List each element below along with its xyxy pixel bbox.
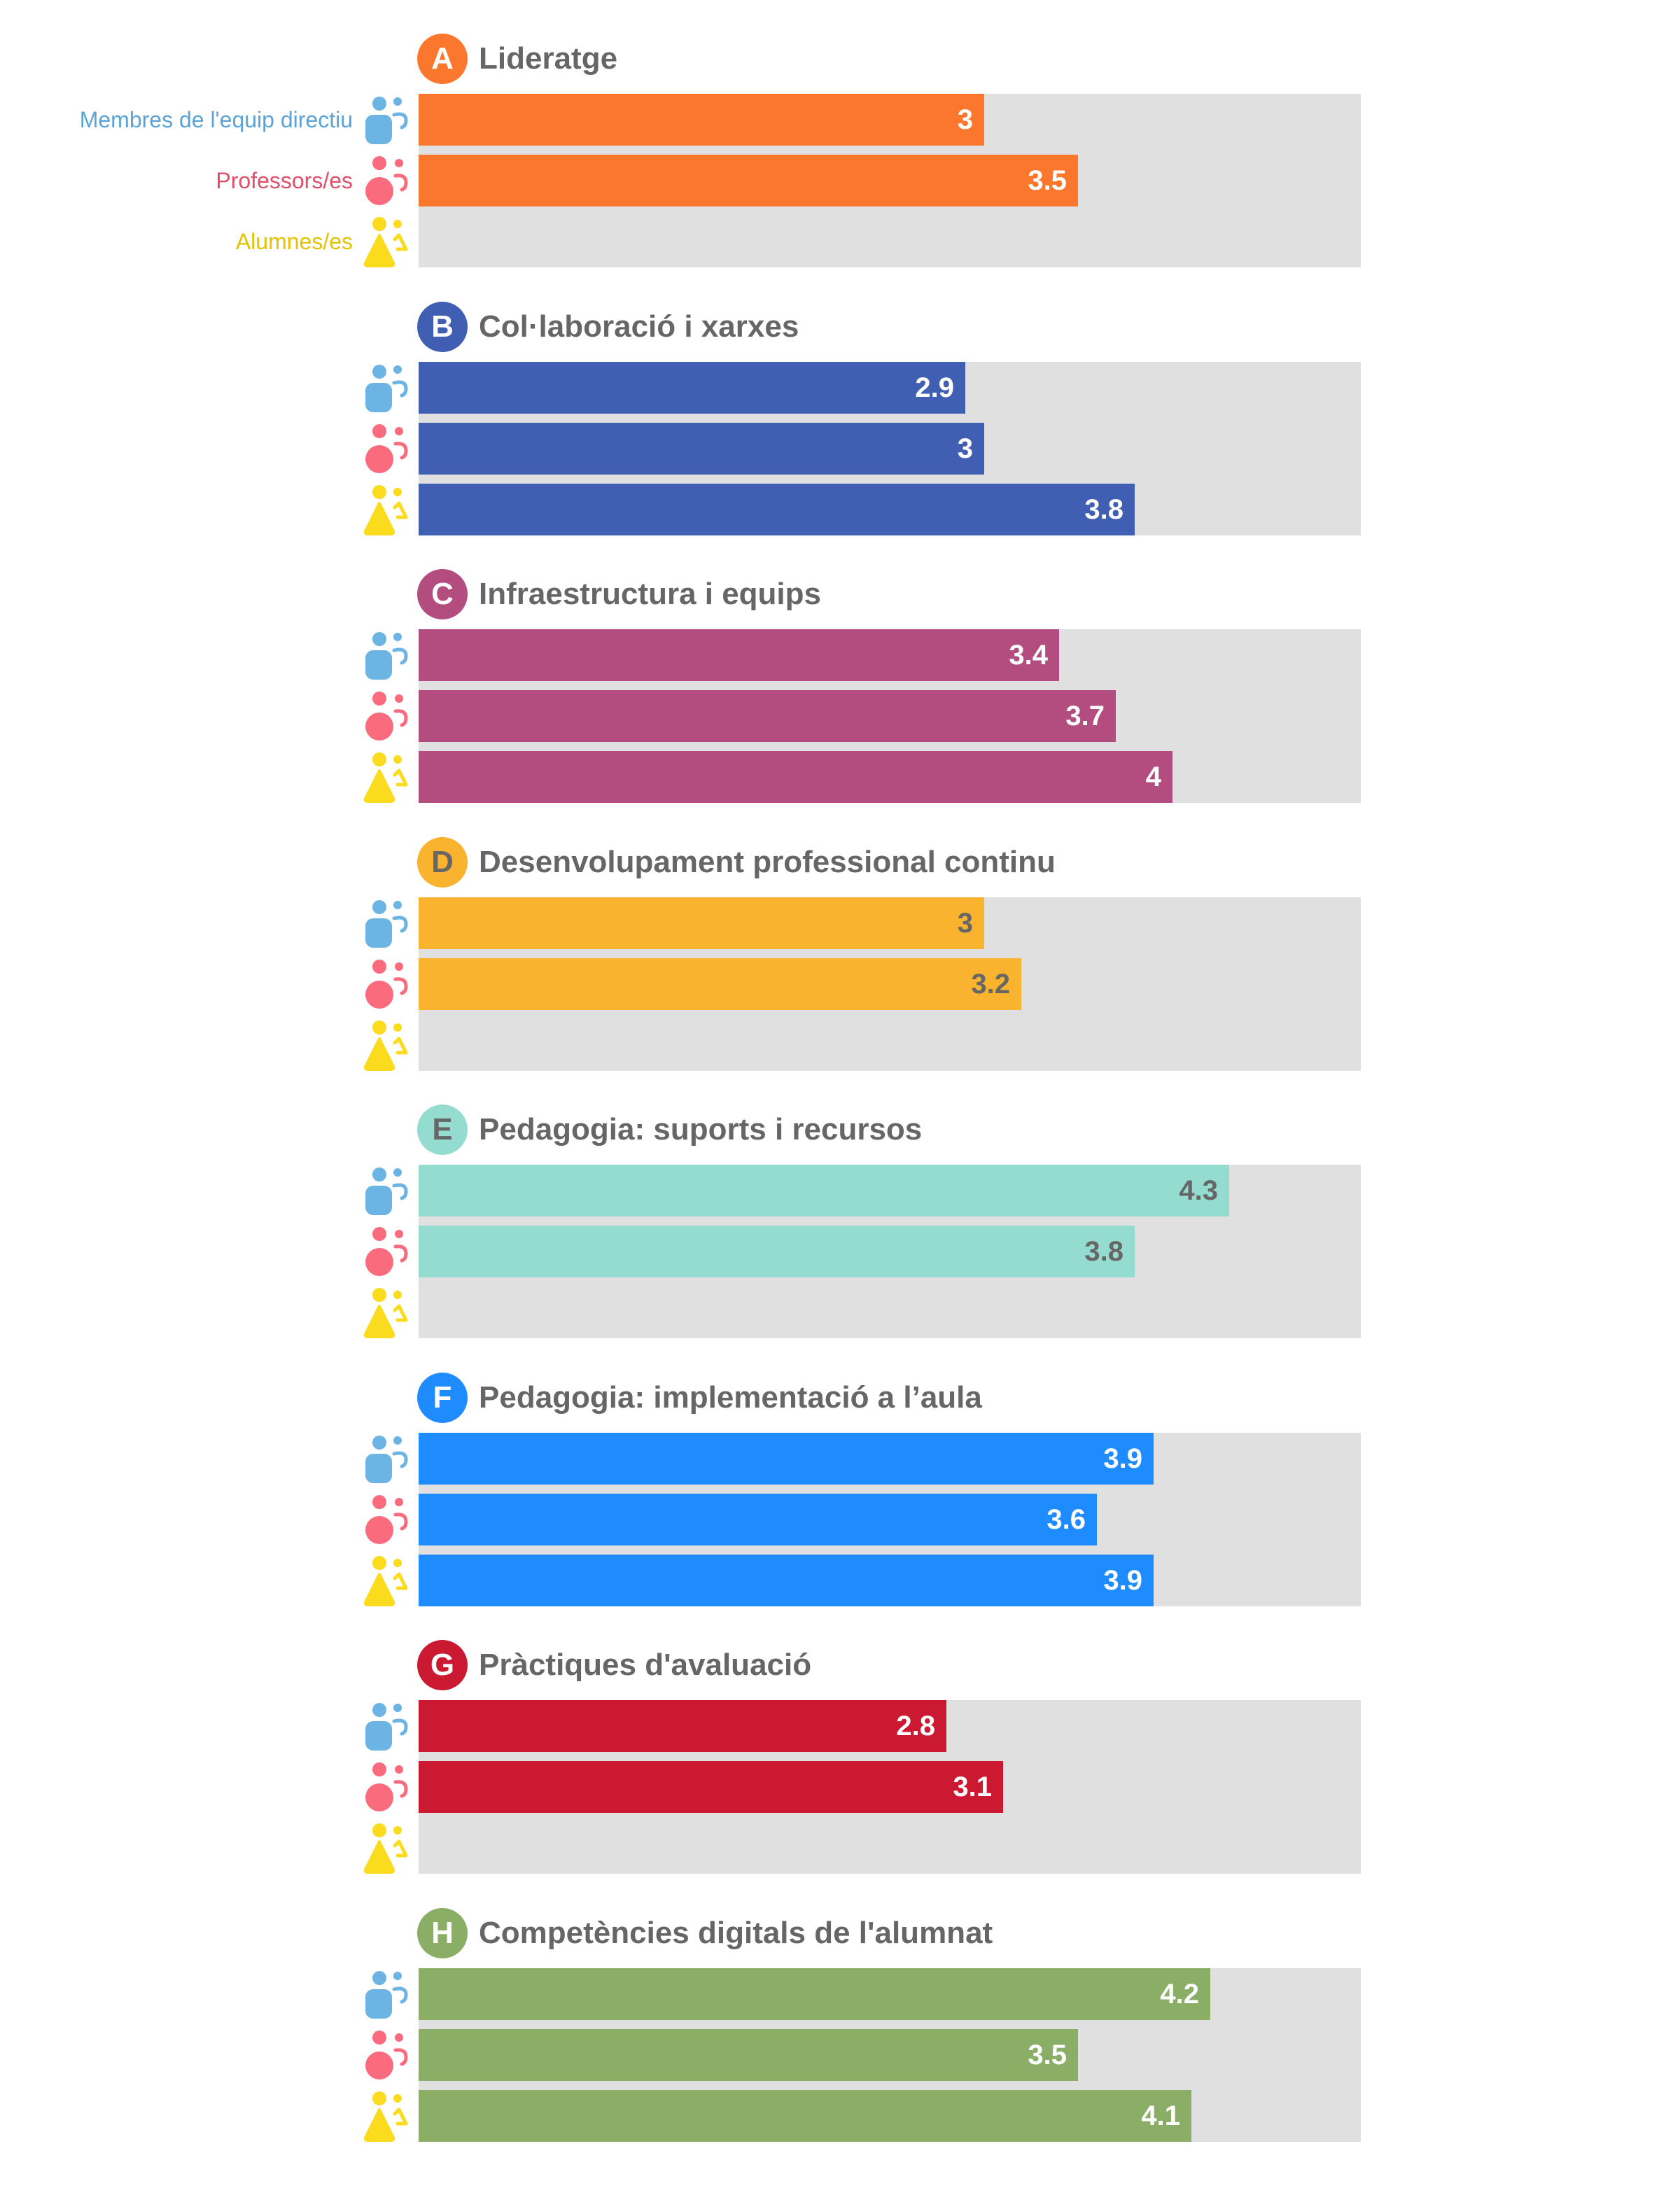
person-circle-icon [363, 155, 412, 206]
bar: 4.3 [419, 1165, 1229, 1216]
bar-value-label: 3.8 [1084, 494, 1124, 525]
section-title: Desenvolupament professional continu [479, 845, 1056, 879]
section-letter-badge: C [417, 569, 468, 619]
bar: 3.1 [419, 1761, 1003, 1813]
legend-label: Professors/es [216, 168, 353, 193]
section-letter-badge: G [417, 1640, 468, 1690]
person-triangle-icon [363, 1286, 412, 1338]
section-b: B Col·laboració i xarxes 2.9 3 3.8 [0, 302, 1680, 595]
section-title: Pràctiques d'avaluació [479, 1648, 812, 1682]
bar: 2.8 [419, 1700, 946, 1752]
bar: 3 [419, 897, 984, 949]
person-rounded-square-icon [363, 1700, 412, 1752]
person-triangle-icon [363, 1019, 412, 1071]
bar-track: 3.4 3.7 4 [419, 629, 1361, 803]
person-triangle-icon [363, 1555, 412, 1606]
person-triangle-icon [363, 484, 412, 535]
bar: 3.5 [419, 2029, 1078, 2081]
bar-value-label: 3.1 [953, 1772, 992, 1802]
section-title: Competències digitals de l'alumnat [479, 1916, 993, 1950]
bar-track: 3.9 3.6 3.9 [419, 1433, 1361, 1606]
bar-track: 3 3.5 [419, 94, 1361, 267]
bar-value-label: 3 [957, 104, 973, 135]
bar: 3 [419, 423, 984, 475]
section-title: Infraestructura i equips [479, 577, 822, 611]
person-circle-icon [363, 958, 412, 1010]
bar-track: 4.3 3.8 [419, 1165, 1361, 1338]
bar: 4 [419, 751, 1172, 803]
person-rounded-square-icon [363, 94, 412, 146]
bar: 3.8 [419, 1226, 1135, 1277]
section-letter-badge: A [417, 34, 468, 84]
section-g: G Pràctiques d'avaluació 2.8 3.1 [0, 1640, 1680, 1933]
legend-label: Alumnes/es [235, 229, 353, 254]
bar: 3.9 [419, 1433, 1154, 1485]
person-rounded-square-icon [363, 1165, 412, 1216]
bar-track: 4.2 3.5 4.1 [419, 1968, 1361, 2142]
section-e: E Pedagogia: suports i recursos 4.3 3.8 [0, 1104, 1680, 1398]
section-letter-badge: H [417, 1908, 468, 1958]
bar-value-label: 3.9 [1103, 1443, 1142, 1474]
person-circle-icon [363, 1494, 412, 1545]
bar-track: 2.8 3.1 [419, 1700, 1361, 1874]
bar-value-label: 3 [957, 433, 973, 464]
bar: 3.8 [419, 484, 1135, 535]
person-circle-icon [363, 1761, 412, 1813]
legend-label: Membres de l'equip directiu [79, 107, 353, 132]
bar-value-label: 4.1 [1141, 2101, 1180, 2131]
section-letter-badge: F [417, 1373, 468, 1423]
bar: 3.5 [419, 155, 1078, 206]
bar-value-label: 3.5 [1028, 2040, 1067, 2070]
person-triangle-icon [363, 751, 412, 803]
bar: 3 [419, 94, 984, 146]
person-circle-icon [363, 2029, 412, 2081]
section-letter-badge: D [417, 837, 468, 888]
bar: 3.9 [419, 1555, 1154, 1606]
section-d: D Desenvolupament professional continu 3 3.… [0, 837, 1680, 1130]
bar: 3.7 [419, 690, 1116, 742]
person-triangle-icon [363, 216, 412, 267]
bar-value-label: 4.2 [1160, 1979, 1199, 2010]
person-circle-icon [363, 690, 412, 742]
section-title: Pedagogia: implementació a l’aula [479, 1380, 982, 1415]
person-rounded-square-icon [363, 362, 412, 414]
bar: 4.2 [419, 1968, 1210, 2020]
person-rounded-square-icon [363, 629, 412, 681]
person-rounded-square-icon [363, 1968, 412, 2020]
section-letter-badge: E [417, 1104, 468, 1155]
person-triangle-icon [363, 2090, 412, 2142]
bar: 3.6 [419, 1494, 1097, 1545]
bar-track: 2.9 3 3.8 [419, 362, 1361, 535]
person-rounded-square-icon [363, 897, 412, 949]
section-h: H Competències digitals de l'alumnat 4.2 3.… [0, 1908, 1680, 2201]
bar-value-label: 3 [957, 908, 973, 939]
bar-value-label: 3.6 [1046, 1504, 1086, 1535]
person-circle-icon [363, 1226, 412, 1277]
person-rounded-square-icon [363, 1433, 412, 1485]
bar: 3.4 [419, 629, 1059, 681]
section-title: Col·laboració i xarxes [479, 309, 799, 344]
bar-value-label: 3.2 [971, 969, 1010, 1000]
bar: 2.9 [419, 362, 965, 414]
section-title: Pedagogia: suports i recursos [479, 1112, 923, 1146]
bar-value-label: 3.7 [1065, 701, 1105, 731]
bar-value-label: 2.8 [896, 1711, 935, 1741]
bar-value-label: 3.4 [1009, 640, 1048, 671]
bar: 3.2 [419, 958, 1021, 1010]
section-f: F Pedagogia: implementació a l’aula 3.9 3.6… [0, 1373, 1680, 1666]
section-a: A Lideratge 3 3.5 Membres de l'equip directi… [0, 34, 1680, 327]
section-c: C Infraestructura i equips 3.4 3.7 4 [0, 569, 1680, 862]
bar-value-label: 3.8 [1084, 1236, 1124, 1267]
person-triangle-icon [363, 1822, 412, 1874]
person-circle-icon [363, 423, 412, 475]
bar-value-label: 4 [1145, 762, 1161, 792]
bar-value-label: 3.9 [1103, 1565, 1142, 1596]
bar-track: 3 3.2 [419, 897, 1361, 1071]
bar: 4.1 [419, 2090, 1191, 2142]
section-letter-badge: B [417, 302, 468, 352]
section-title: Lideratge [479, 41, 618, 76]
bar-value-label: 3.5 [1028, 165, 1067, 196]
bar-value-label: 4.3 [1179, 1175, 1218, 1206]
bar-value-label: 2.9 [915, 372, 954, 403]
